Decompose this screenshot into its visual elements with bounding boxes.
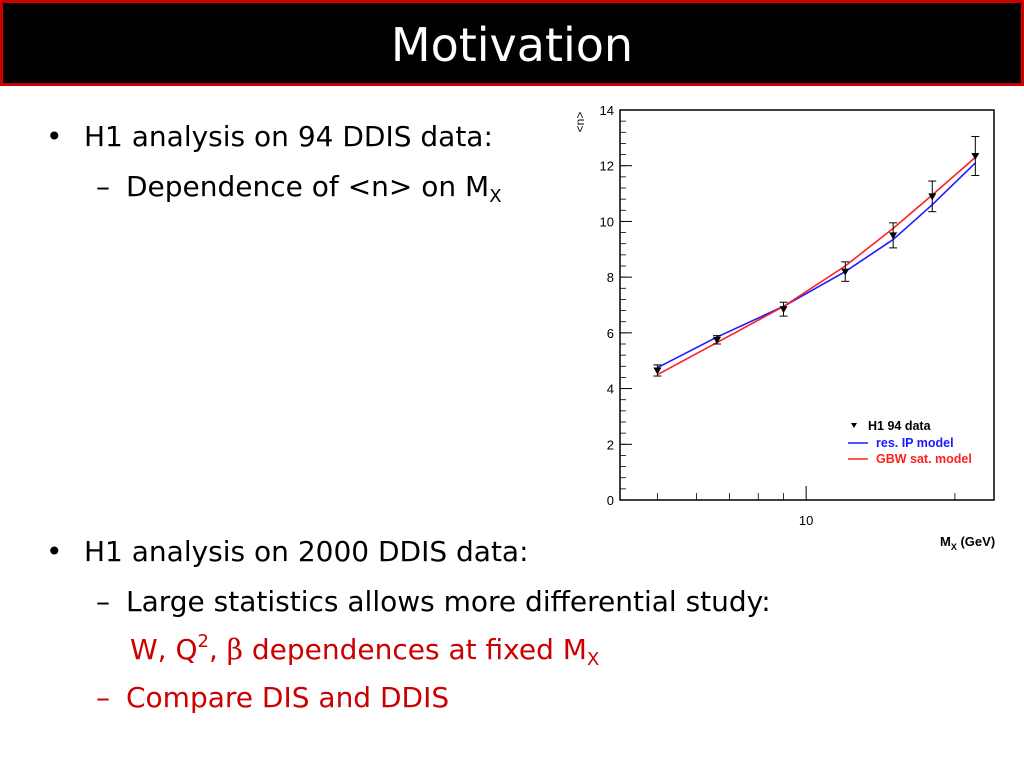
data-marker <box>928 193 937 201</box>
x-tick-label: 10 <box>799 513 813 528</box>
data-marker <box>712 336 721 344</box>
bullet-mark: • <box>46 535 63 568</box>
y-tick-label: 8 <box>607 270 614 285</box>
data-marker <box>841 268 850 276</box>
data-point <box>653 364 662 377</box>
data-point <box>889 222 898 249</box>
dash-mark: – <box>96 585 110 618</box>
bullet-2000-text: H1 analysis on 2000 DDIS data: <box>84 535 529 568</box>
data-point <box>712 335 721 345</box>
data-marker <box>971 152 980 160</box>
data-marker <box>779 306 788 314</box>
data-marker <box>653 367 662 375</box>
y-tick-label: 10 <box>600 214 614 229</box>
dep-superscript: 2 <box>197 631 209 652</box>
plot-frame <box>619 109 995 501</box>
y-tick-label: 12 <box>600 159 614 174</box>
legend-label: res. IP model <box>876 436 954 450</box>
sub-statistics: – Large statistics allows more differenti… <box>96 585 771 619</box>
bullet-94-text: H1 analysis on 94 DDIS data: <box>84 120 493 153</box>
bullet-mark: • <box>46 120 63 153</box>
bullet-2000-data: • H1 analysis on 2000 DDIS data: <box>46 535 529 569</box>
sub-dependence-subscript: X <box>489 186 502 207</box>
y-tick-label: 0 <box>607 493 614 508</box>
dash-mark: – <box>96 170 110 203</box>
dep-text-c: dependences at fixed M <box>242 633 587 666</box>
ip-model-line <box>657 162 976 369</box>
dash-mark: – <box>96 681 110 714</box>
sub-dependence: – Dependence of <n> on MX <box>96 170 502 207</box>
sub-dependences-fixed-mx: W, Q2, β dependences at fixed MX <box>130 631 600 670</box>
dep-text-a: W, Q <box>130 633 198 666</box>
sub-compare-text: Compare DIS and DDIS <box>126 681 450 714</box>
y-tick-label: 4 <box>607 382 614 397</box>
legend-data-label: H1 94 data <box>868 419 932 433</box>
sub-compare: – Compare DIS and DDIS <box>96 681 449 715</box>
legend-label: GBW sat. model <box>876 452 972 466</box>
data-marker <box>889 232 898 240</box>
dep-text-b: , <box>208 633 227 666</box>
sub-statistics-text: Large statistics allows more differentia… <box>126 585 771 618</box>
x-axis-label: MX (GeV) <box>940 534 995 552</box>
data-point <box>841 261 850 282</box>
data-point <box>779 301 788 317</box>
slide-title: Motivation <box>390 18 634 72</box>
y-axis-label: <n> <box>573 112 587 133</box>
data-point <box>971 135 980 176</box>
y-tick-label: 2 <box>607 437 614 452</box>
data-point <box>928 180 937 213</box>
beta-symbol: β <box>226 633 243 666</box>
sub-dependence-text: Dependence of <n> on M <box>126 170 490 203</box>
dep-subscript: X <box>586 649 600 670</box>
legend-data-marker <box>851 423 857 428</box>
gbw-model-line <box>657 156 976 376</box>
mean-multiplicity-plot: 0 2 4 6 8 10 12 14 10 H1 94 data res. IP model GBW… <box>573 103 995 552</box>
y-tick-label: 14 <box>600 103 614 118</box>
title-bar: Motivation <box>0 0 1024 86</box>
y-tick-label: 6 <box>607 326 614 341</box>
bullet-94-data: • H1 analysis on 94 DDIS data: <box>46 120 493 154</box>
